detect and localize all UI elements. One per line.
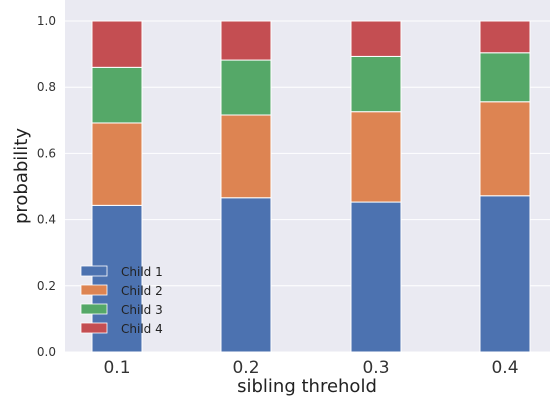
y-axis-label: probability [11,128,32,224]
y-tick-label: 0.0 [37,345,56,359]
bar-segment-child-1 [479,195,531,353]
bar-segment-child-2 [350,111,402,203]
bar-segment-child-3 [91,66,143,124]
legend-label: Child 3 [121,303,163,317]
x-tick-label: 0.2 [232,358,259,378]
x-tick-label: 0.1 [103,358,130,378]
legend-label: Child 1 [121,265,163,279]
legend-swatch [80,284,108,296]
bar-segment-child-2 [479,101,531,197]
bar-segment-child-4 [91,20,143,68]
bar-segment-child-4 [479,20,531,54]
legend-swatch [80,303,108,315]
y-tick-label: 1.0 [37,14,56,28]
bar-segment-child-4 [350,20,402,57]
bar-segment-child-3 [479,52,531,103]
bar-segment-child-1 [350,201,402,353]
x-axis-label: sibling threhold [237,376,377,397]
grid-lines [65,20,550,353]
bar-segment-child-3 [220,59,272,116]
bar-segment-child-1 [220,197,272,353]
legend-label: Child 4 [121,322,163,336]
bar-segment-child-2 [91,122,143,206]
x-tick-labels: 0.1 0.2 0.3 0.4 [103,358,518,378]
bar-segment-child-2 [220,114,272,199]
x-tick-label: 0.4 [491,358,518,378]
x-tick-label: 0.3 [362,358,389,378]
y-tick-label: 0.8 [37,80,56,94]
legend-swatch [80,322,108,334]
bars [91,20,531,353]
legend: Child 1 Child 2 Child 3 Child 4 [80,265,163,336]
y-tick-labels: 0.0 0.2 0.4 0.6 0.8 1.0 [37,14,56,359]
y-tick-label: 0.4 [37,213,56,227]
bar-segment-child-4 [220,20,272,61]
y-tick-label: 0.6 [37,146,56,160]
y-tick-label: 0.2 [37,279,56,293]
legend-label: Child 2 [121,284,163,298]
plot-background [65,0,550,352]
legend-swatch [80,265,108,277]
bar-segment-child-3 [350,55,402,113]
